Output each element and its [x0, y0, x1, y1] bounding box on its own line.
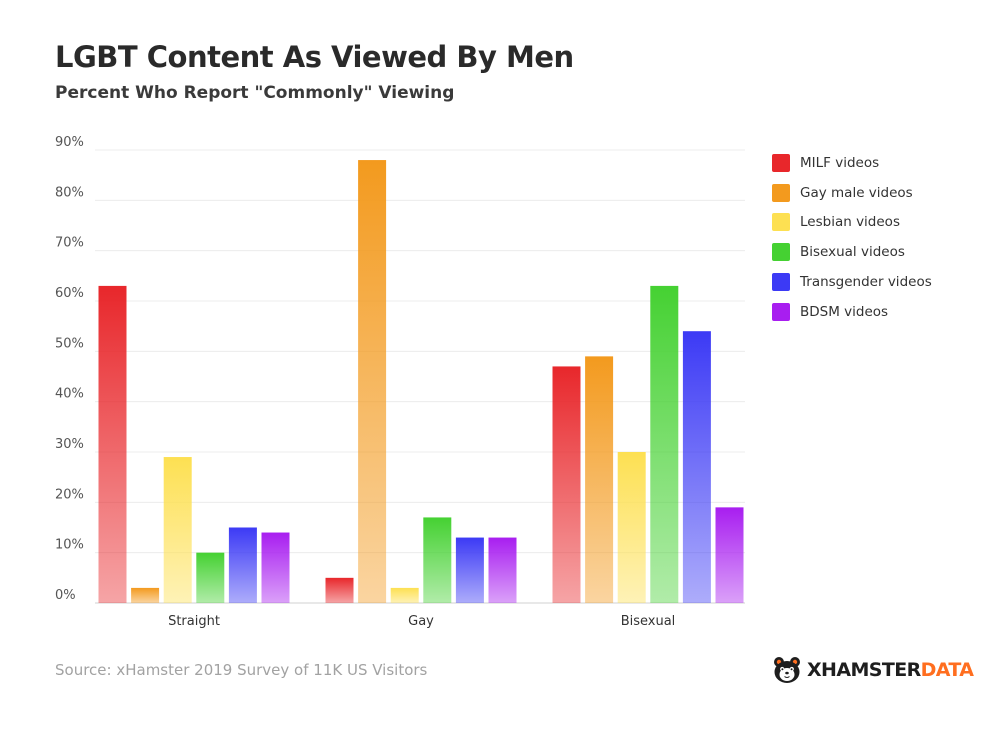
legend-item: Lesbian videos — [772, 208, 992, 238]
bar — [423, 517, 452, 603]
legend-swatch — [772, 273, 790, 292]
bar — [488, 537, 517, 603]
legend: MILF videos Gay male videos Lesbian videos… — [772, 148, 992, 327]
bar — [715, 507, 744, 603]
y-tick-label: 70% — [55, 236, 84, 251]
x-tick-label: Gay — [408, 614, 434, 629]
legend-swatch — [772, 213, 790, 232]
legend-label: Transgender videos — [800, 274, 932, 291]
legend-item: Bisexual videos — [772, 237, 992, 267]
bar — [163, 457, 192, 603]
legend-swatch — [772, 153, 790, 172]
bar — [585, 356, 614, 603]
bar — [261, 532, 290, 603]
legend-item: MILF videos — [772, 148, 992, 178]
y-tick-label: 10% — [55, 538, 84, 553]
y-tick-label: 90% — [55, 135, 84, 150]
legend-label: BDSM videos — [800, 303, 889, 320]
bar — [196, 552, 225, 603]
bar — [552, 366, 581, 603]
legend-label: Bisexual videos — [800, 244, 905, 261]
brand-logo: XHAMSTERDATA — [772, 655, 974, 685]
legend-swatch — [772, 243, 790, 262]
y-tick-label: 40% — [55, 387, 84, 402]
y-tick-label: 60% — [55, 286, 84, 301]
bars — [98, 160, 744, 604]
y-tick-label: 0% — [55, 588, 76, 603]
x-tick-label: Straight — [168, 614, 220, 629]
y-axis-ticks: 0% 10% 20% 30% 40% 50% 60% 70% 80% 90% — [55, 135, 84, 603]
bar — [228, 527, 257, 603]
legend-swatch — [772, 302, 790, 321]
legend-item: Transgender videos — [772, 267, 992, 297]
chart-subtitle: Percent Who Report "Commonly" Viewing — [55, 83, 455, 103]
bar — [98, 285, 127, 603]
bar — [390, 587, 419, 603]
bar — [358, 160, 387, 604]
bar — [682, 331, 711, 603]
y-tick-label: 30% — [55, 437, 84, 452]
bar — [617, 452, 646, 603]
x-tick-label: Bisexual — [621, 614, 676, 629]
bar — [455, 537, 484, 603]
legend-item: BDSM videos — [772, 297, 992, 327]
source-note: Source: xHamster 2019 Survey of 11K US V… — [55, 661, 428, 679]
x-axis-ticks: Straight Gay Bisexual — [168, 614, 675, 629]
chart-title: LGBT Content As Viewed By Men — [55, 40, 574, 74]
brand-suffix: DATA — [920, 659, 974, 681]
legend-label: Lesbian videos — [800, 214, 900, 231]
legend-swatch — [772, 183, 790, 202]
bar — [325, 577, 354, 603]
bar — [650, 285, 679, 603]
gridlines — [95, 149, 745, 604]
bar — [131, 587, 160, 603]
legend-label: MILF videos — [800, 154, 880, 171]
y-tick-label: 50% — [55, 336, 84, 351]
brand-name: XHAMSTER — [807, 659, 921, 681]
y-tick-label: 80% — [55, 185, 84, 200]
legend-item: Gay male videos — [772, 178, 992, 208]
legend-label: Gay male videos — [800, 184, 913, 201]
y-tick-label: 20% — [55, 487, 84, 502]
hamster-face-icon — [774, 657, 800, 683]
